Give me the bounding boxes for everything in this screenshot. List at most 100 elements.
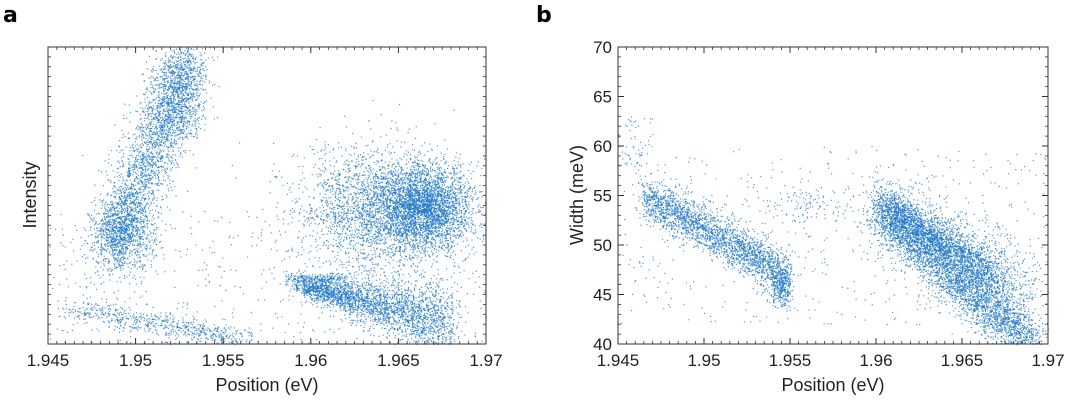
data-point	[114, 263, 115, 264]
data-point	[168, 100, 169, 101]
data-point	[147, 237, 148, 238]
data-point	[407, 304, 408, 305]
data-point	[143, 191, 144, 192]
data-point	[188, 50, 189, 51]
data-point	[148, 173, 149, 174]
data-point	[162, 120, 163, 121]
data-point	[106, 236, 107, 237]
data-point	[187, 191, 188, 192]
data-point	[154, 156, 155, 157]
data-point	[156, 98, 157, 99]
data-point	[294, 289, 295, 290]
data-point	[163, 176, 164, 177]
data-point	[123, 210, 124, 211]
data-point	[168, 151, 169, 152]
data-point	[217, 56, 218, 57]
data-point	[118, 227, 119, 228]
data-point	[155, 254, 156, 255]
data-point	[122, 209, 123, 210]
data-point	[165, 78, 166, 79]
data-point	[167, 127, 168, 128]
data-point	[109, 252, 110, 253]
data-point	[387, 306, 388, 307]
data-point	[109, 204, 110, 205]
data-point	[186, 100, 187, 101]
data-point	[164, 258, 165, 259]
data-point	[107, 246, 108, 247]
data-point	[144, 182, 145, 183]
data-point	[136, 136, 137, 137]
data-point	[140, 179, 141, 180]
data-point	[169, 102, 170, 103]
data-point	[136, 177, 137, 178]
data-point	[438, 310, 439, 311]
data-point	[148, 182, 149, 183]
data-point	[172, 73, 173, 74]
data-point	[136, 166, 137, 167]
data-point	[119, 221, 120, 222]
data-point	[130, 200, 131, 201]
data-point	[142, 264, 143, 265]
data-point	[159, 116, 160, 117]
data-point	[123, 156, 124, 157]
data-point	[415, 337, 416, 338]
data-point	[123, 249, 124, 250]
data-point	[453, 325, 454, 326]
data-point	[198, 67, 199, 68]
data-point	[152, 99, 153, 100]
data-point	[125, 230, 126, 231]
data-point	[292, 286, 293, 287]
data-point	[162, 124, 163, 125]
data-point	[157, 152, 158, 153]
data-point	[152, 110, 153, 111]
data-point	[131, 251, 132, 252]
data-point	[131, 237, 132, 238]
data-point	[172, 181, 173, 182]
data-point	[128, 163, 129, 164]
data-point	[137, 125, 138, 126]
data-point	[154, 144, 155, 145]
data-point	[142, 130, 143, 131]
data-point	[137, 144, 138, 145]
data-point	[168, 94, 169, 95]
data-point	[151, 93, 152, 94]
data-point	[341, 292, 342, 293]
data-point	[135, 261, 136, 262]
data-point	[101, 240, 102, 241]
data-point	[177, 61, 178, 62]
data-point	[171, 116, 172, 117]
data-point	[130, 155, 131, 156]
data-point	[122, 196, 123, 197]
data-point	[191, 56, 192, 57]
data-point	[140, 171, 141, 172]
data-point	[198, 74, 199, 75]
data-point	[160, 60, 161, 61]
data-point	[196, 111, 197, 112]
data-point	[142, 196, 143, 197]
data-point	[154, 175, 155, 176]
data-point	[184, 57, 185, 58]
data-point	[120, 166, 121, 167]
data-point	[171, 121, 172, 122]
data-point	[97, 235, 98, 236]
data-point	[179, 155, 180, 156]
data-point	[137, 257, 138, 258]
data-point	[101, 267, 102, 268]
data-point	[145, 199, 146, 200]
panel-label-b: b	[536, 3, 552, 28]
data-point	[205, 60, 206, 61]
data-point	[351, 299, 352, 300]
data-point	[129, 220, 130, 221]
data-point	[164, 137, 165, 138]
data-point	[114, 243, 115, 244]
data-point	[141, 167, 142, 168]
data-point	[138, 149, 139, 150]
data-point	[137, 213, 138, 214]
data-point	[167, 206, 168, 207]
data-point	[146, 61, 147, 62]
data-point	[110, 254, 111, 255]
data-point	[144, 153, 145, 154]
data-point	[168, 188, 169, 189]
data-point	[149, 221, 150, 222]
